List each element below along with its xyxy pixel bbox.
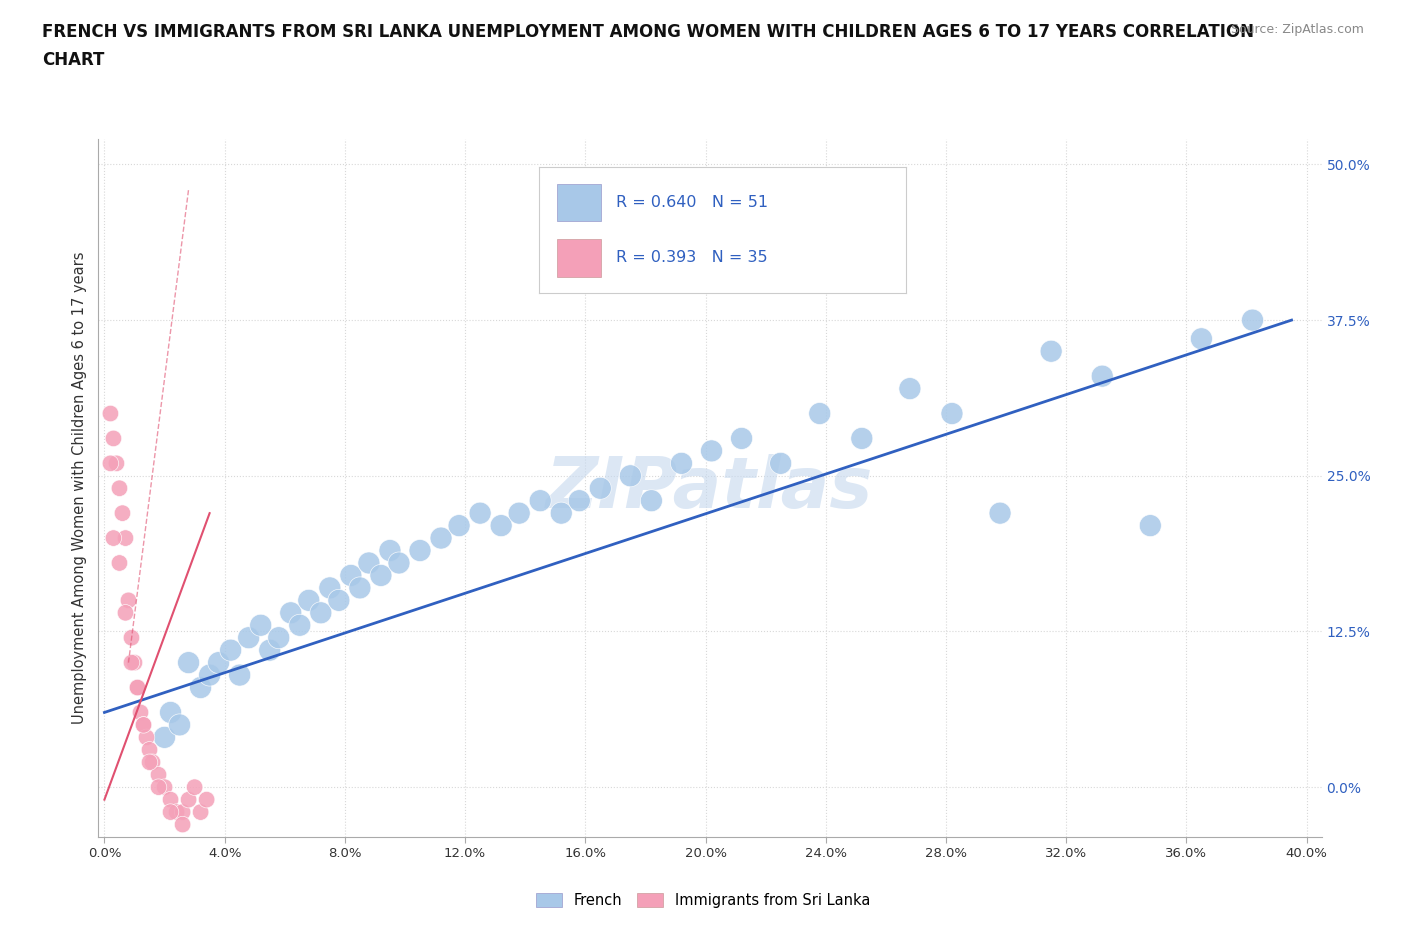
Ellipse shape (187, 779, 202, 795)
Ellipse shape (141, 741, 157, 758)
Ellipse shape (111, 480, 128, 497)
Ellipse shape (238, 627, 260, 649)
Ellipse shape (388, 552, 411, 574)
Ellipse shape (127, 655, 143, 671)
Ellipse shape (174, 804, 191, 820)
Ellipse shape (359, 552, 380, 574)
Ellipse shape (135, 717, 152, 733)
Ellipse shape (589, 477, 612, 499)
Ellipse shape (169, 714, 191, 736)
Ellipse shape (177, 652, 200, 673)
Ellipse shape (105, 431, 122, 446)
Ellipse shape (988, 502, 1011, 525)
Ellipse shape (250, 614, 271, 636)
Ellipse shape (124, 630, 139, 646)
Ellipse shape (1139, 514, 1161, 537)
Ellipse shape (103, 405, 118, 422)
Text: CHART: CHART (42, 51, 104, 69)
Ellipse shape (267, 627, 290, 649)
Ellipse shape (1040, 340, 1062, 363)
Ellipse shape (169, 804, 184, 820)
Ellipse shape (162, 804, 179, 820)
Ellipse shape (150, 766, 167, 783)
Ellipse shape (219, 639, 242, 661)
Ellipse shape (328, 590, 350, 611)
Ellipse shape (380, 539, 401, 562)
Ellipse shape (150, 779, 167, 795)
Ellipse shape (162, 791, 179, 808)
Ellipse shape (671, 452, 693, 474)
Ellipse shape (319, 577, 340, 599)
Ellipse shape (851, 428, 873, 449)
Ellipse shape (145, 754, 160, 771)
Ellipse shape (568, 490, 591, 512)
Ellipse shape (141, 754, 157, 771)
Ellipse shape (114, 505, 131, 522)
Y-axis label: Unemployment Among Women with Children Ages 6 to 17 years: Unemployment Among Women with Children A… (72, 252, 87, 724)
Ellipse shape (121, 592, 136, 608)
Ellipse shape (941, 403, 963, 424)
Ellipse shape (105, 530, 122, 546)
Ellipse shape (259, 639, 281, 661)
Ellipse shape (153, 726, 176, 749)
Ellipse shape (208, 652, 229, 673)
Ellipse shape (1191, 327, 1212, 350)
Ellipse shape (349, 577, 371, 599)
Ellipse shape (409, 539, 432, 562)
Ellipse shape (1241, 309, 1264, 331)
Ellipse shape (430, 527, 453, 549)
Ellipse shape (640, 490, 662, 512)
Ellipse shape (117, 530, 134, 546)
Ellipse shape (103, 455, 118, 472)
Text: FRENCH VS IMMIGRANTS FROM SRI LANKA UNEMPLOYMENT AMONG WOMEN WITH CHILDREN AGES : FRENCH VS IMMIGRANTS FROM SRI LANKA UNEM… (42, 23, 1254, 41)
Ellipse shape (340, 565, 361, 587)
Ellipse shape (190, 676, 212, 698)
Ellipse shape (491, 514, 512, 537)
Ellipse shape (135, 717, 152, 733)
Ellipse shape (508, 502, 530, 525)
Ellipse shape (370, 565, 392, 587)
Ellipse shape (229, 664, 250, 686)
Ellipse shape (180, 791, 197, 808)
Ellipse shape (550, 502, 572, 525)
Ellipse shape (198, 664, 221, 686)
Ellipse shape (108, 455, 125, 472)
Legend: French, Immigrants from Sri Lanka: French, Immigrants from Sri Lanka (530, 886, 876, 913)
Ellipse shape (280, 602, 302, 624)
Ellipse shape (449, 514, 470, 537)
Ellipse shape (159, 701, 181, 724)
Ellipse shape (731, 428, 752, 449)
Ellipse shape (529, 490, 551, 512)
Ellipse shape (620, 465, 641, 486)
Ellipse shape (117, 604, 134, 621)
Ellipse shape (309, 602, 332, 624)
Ellipse shape (193, 804, 209, 820)
Ellipse shape (288, 614, 311, 636)
Ellipse shape (808, 403, 831, 424)
Ellipse shape (129, 679, 146, 696)
Ellipse shape (769, 452, 792, 474)
Text: ZIPatlas: ZIPatlas (547, 454, 873, 523)
Ellipse shape (470, 502, 491, 525)
Ellipse shape (129, 679, 146, 696)
Ellipse shape (898, 378, 921, 400)
Ellipse shape (198, 791, 215, 808)
Ellipse shape (132, 704, 149, 721)
Ellipse shape (124, 655, 139, 671)
Ellipse shape (138, 729, 155, 746)
Ellipse shape (174, 817, 191, 832)
Ellipse shape (700, 440, 723, 462)
Text: Source: ZipAtlas.com: Source: ZipAtlas.com (1230, 23, 1364, 36)
Ellipse shape (156, 779, 173, 795)
Ellipse shape (1091, 365, 1114, 387)
Ellipse shape (111, 554, 128, 571)
Ellipse shape (298, 590, 319, 611)
